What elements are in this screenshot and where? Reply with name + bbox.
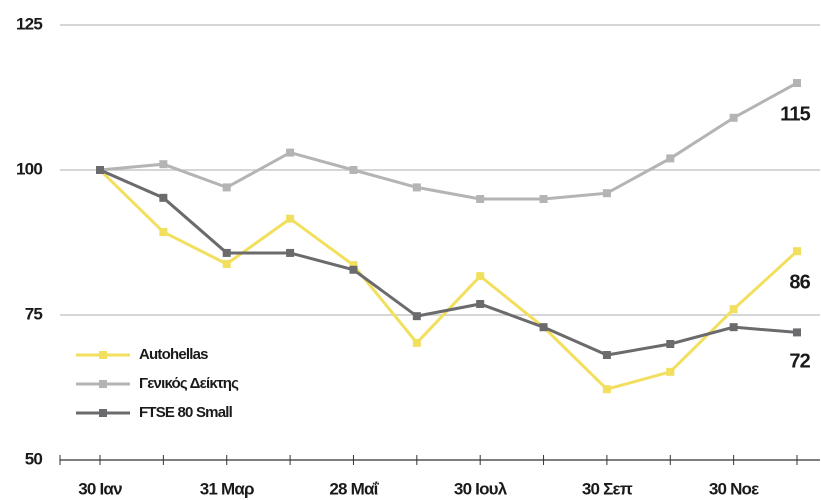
- y-tick-label: 50: [25, 449, 43, 468]
- legend-label: Γενικός Δείκτης: [139, 375, 239, 392]
- x-tick-label: 30 Ιαν: [78, 479, 122, 498]
- point: [729, 305, 738, 314]
- y-tick-label: 75: [25, 304, 43, 323]
- point: [602, 351, 611, 360]
- x-tick-label: 31 Μαρ: [200, 479, 254, 498]
- point: [159, 228, 168, 237]
- legend-marker: [99, 409, 107, 417]
- point: [222, 259, 231, 268]
- legend-marker: [99, 380, 107, 388]
- point: [666, 154, 675, 163]
- point: [666, 340, 675, 348]
- value-label: 115: [780, 103, 811, 125]
- legend-marker: [99, 351, 107, 359]
- point: [349, 261, 358, 270]
- point: [666, 367, 675, 376]
- point: [602, 189, 611, 198]
- point: [349, 265, 358, 274]
- point: [286, 214, 295, 223]
- point: [602, 385, 611, 394]
- point: [476, 299, 485, 308]
- point: [793, 79, 801, 87]
- point: [539, 195, 548, 203]
- series-line: [99, 81, 798, 201]
- x-tick-label: 30 Νοε: [709, 479, 759, 498]
- y-tick-label: 100: [16, 159, 42, 178]
- y-tick-label: 125: [16, 14, 42, 33]
- x-tick-label: 30 Ιουλ: [454, 479, 508, 498]
- x-tick-label: 28 Μαΐ: [329, 479, 379, 498]
- point: [222, 183, 231, 192]
- point: [793, 247, 801, 256]
- point: [222, 248, 231, 257]
- point: [729, 113, 738, 122]
- point: [729, 323, 738, 332]
- point: [476, 272, 485, 281]
- point: [412, 338, 421, 347]
- point: [793, 328, 801, 337]
- value-label: 86: [789, 271, 810, 293]
- legend-label: FTSE 80 Small: [139, 404, 233, 421]
- point: [159, 193, 168, 202]
- series-line: [99, 168, 798, 357]
- point: [349, 166, 358, 174]
- point: [286, 248, 295, 257]
- point: [539, 323, 548, 332]
- point: [412, 312, 421, 321]
- point: [159, 160, 168, 169]
- point: [412, 183, 421, 192]
- point: [96, 166, 104, 174]
- legend-label: Autohellas: [139, 346, 208, 363]
- value-label: 72: [789, 351, 810, 373]
- x-tick-label: 30 Σεπ: [582, 479, 633, 498]
- point: [476, 195, 485, 203]
- point: [286, 148, 295, 157]
